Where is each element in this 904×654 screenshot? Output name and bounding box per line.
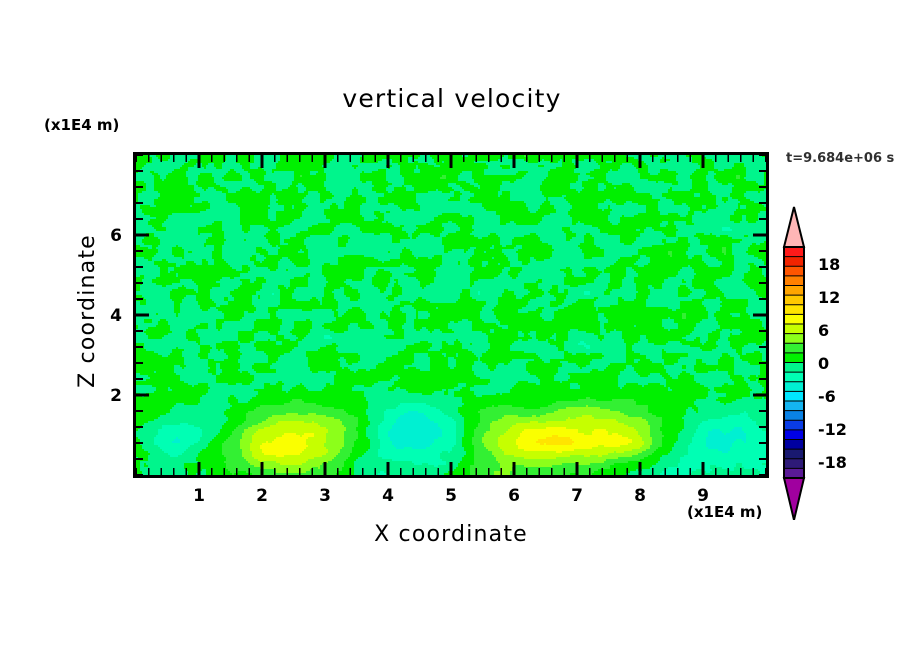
colorbar-tick-label: 6 [818, 320, 830, 340]
colorbar-tick-label: -18 [818, 452, 847, 472]
colorbar-tick-label: -6 [818, 386, 836, 406]
colorbar-tick-label: 12 [818, 287, 841, 307]
x-tick-label: 7 [571, 486, 583, 506]
plot-axes [133, 152, 769, 478]
colorbar-tick-label: -12 [818, 419, 847, 439]
colorbar [782, 206, 806, 520]
x-tick-label: 8 [634, 486, 646, 506]
colorbar-tick-label: 0 [818, 353, 830, 373]
z-axis-unit-label: (x1E4 m) [44, 116, 120, 134]
x-tick-label: 1 [193, 486, 205, 506]
x-tick-label: 4 [382, 486, 394, 506]
y-tick-label: 6 [110, 226, 122, 246]
x-axis-title: X coordinate [374, 522, 528, 547]
x-tick-label: 3 [319, 486, 331, 506]
colorbar-tick-label: 18 [818, 254, 841, 274]
x-tick-label: 2 [256, 486, 268, 506]
contour-plot-area [136, 155, 766, 475]
page-title: vertical velocity [342, 84, 562, 113]
y-tick-label: 4 [110, 306, 122, 326]
x-axis-unit-label: (x1E4 m) [687, 503, 763, 521]
x-tick-label: 5 [445, 486, 457, 506]
y-tick-label: 2 [110, 386, 122, 406]
timestamp-annotation: t=9.684e+06 s [786, 151, 895, 166]
x-tick-label: 6 [508, 486, 520, 506]
x-tick-label: 9 [697, 486, 709, 506]
